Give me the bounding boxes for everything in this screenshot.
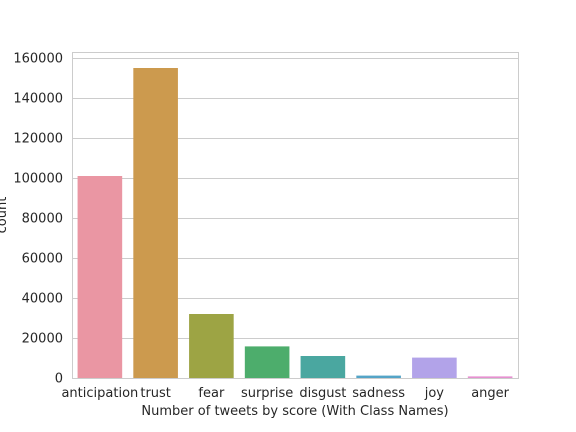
bar-anticipation — [77, 176, 123, 378]
y-tick-label: 120000 — [13, 132, 63, 147]
y-tick-label: 100000 — [13, 172, 63, 187]
bar-trust — [133, 68, 178, 378]
bars — [77, 68, 513, 378]
plot-frame — [72, 52, 519, 379]
y-tick-label: 20000 — [22, 332, 63, 347]
x-tick-label-sadness: sadness — [352, 386, 405, 401]
x-tick-labels: anticipation trust fear surprise disgust sadn… — [61, 386, 509, 401]
x-tick-label-trust: trust — [140, 386, 171, 401]
bar-fear — [189, 314, 234, 378]
bar-sadness — [356, 375, 401, 378]
bar-surprise — [244, 346, 290, 378]
x-axis-label: Number of tweets by score (With Class Na… — [141, 404, 448, 419]
y-tick-label: 140000 — [13, 92, 63, 107]
bar-disgust — [300, 356, 346, 378]
bar-anger — [467, 376, 513, 378]
x-tick-label-anger: anger — [471, 386, 509, 401]
x-tick-label-joy: joy — [424, 386, 445, 401]
bar-joy — [412, 357, 457, 378]
x-tick-label-disgust: disgust — [299, 386, 346, 401]
y-tick-label: 0 — [55, 372, 63, 387]
x-tick-label-surprise: surprise — [241, 386, 293, 401]
y-tick-label: 80000 — [22, 212, 63, 227]
y-tick-label: 160000 — [13, 52, 63, 67]
y-tick-labels: 0 20000 40000 60000 80000 100000 120000 140000 1… — [13, 52, 63, 387]
x-tick-label-fear: fear — [198, 386, 225, 401]
y-tick-label: 40000 — [22, 292, 63, 307]
x-tick-label-anticipation: anticipation — [61, 386, 138, 401]
y-axis-label: count — [0, 197, 10, 234]
y-tick-label: 60000 — [22, 252, 63, 267]
